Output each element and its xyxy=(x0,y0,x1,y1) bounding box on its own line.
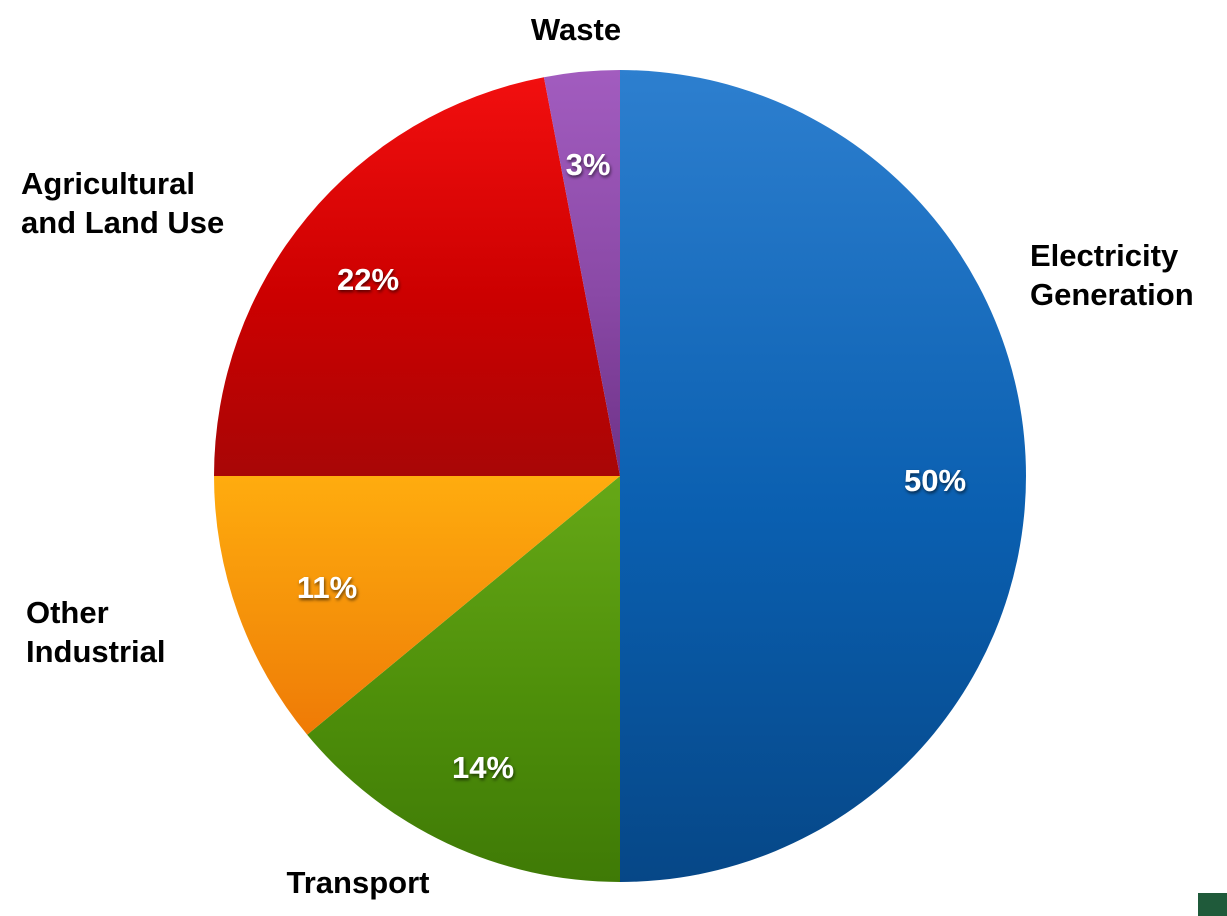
category-label: Waste xyxy=(531,12,621,47)
pie-slice-electricity-generation xyxy=(620,70,1026,882)
percent-label: 14% xyxy=(452,750,514,785)
percent-labels: 50% 14% 11% 22% 3% xyxy=(297,147,966,785)
pie-slices xyxy=(214,70,1026,882)
category-label: Other Industrial xyxy=(26,595,166,669)
percent-label: 3% xyxy=(566,147,611,182)
pie-slice-agricultural-and-land-use xyxy=(214,77,620,476)
category-label-line: Waste xyxy=(531,12,621,47)
corner-mark xyxy=(1198,893,1227,916)
category-label-line: Transport xyxy=(287,865,430,900)
category-label-line: Other xyxy=(26,595,109,630)
category-label-line: Electricity xyxy=(1030,238,1179,273)
category-label-line: Generation xyxy=(1030,277,1194,312)
pie-slice-waste xyxy=(543,70,620,476)
category-label: Transport xyxy=(287,865,430,900)
category-label-line: and Land Use xyxy=(21,205,224,240)
percent-label: 22% xyxy=(337,262,399,297)
category-label: Agricultural and Land Use xyxy=(21,166,224,240)
percent-label: 11% xyxy=(297,570,357,605)
percent-label: 50% xyxy=(904,463,966,498)
category-label-line: Industrial xyxy=(26,634,166,669)
pie-slice-transport xyxy=(307,476,620,882)
category-labels: Electricity Generation Transport Other Indus… xyxy=(21,12,1194,900)
category-label-line: Agricultural xyxy=(21,166,195,201)
pie-slice-other-industrial xyxy=(214,476,620,735)
category-label: Electricity Generation xyxy=(1030,238,1194,312)
